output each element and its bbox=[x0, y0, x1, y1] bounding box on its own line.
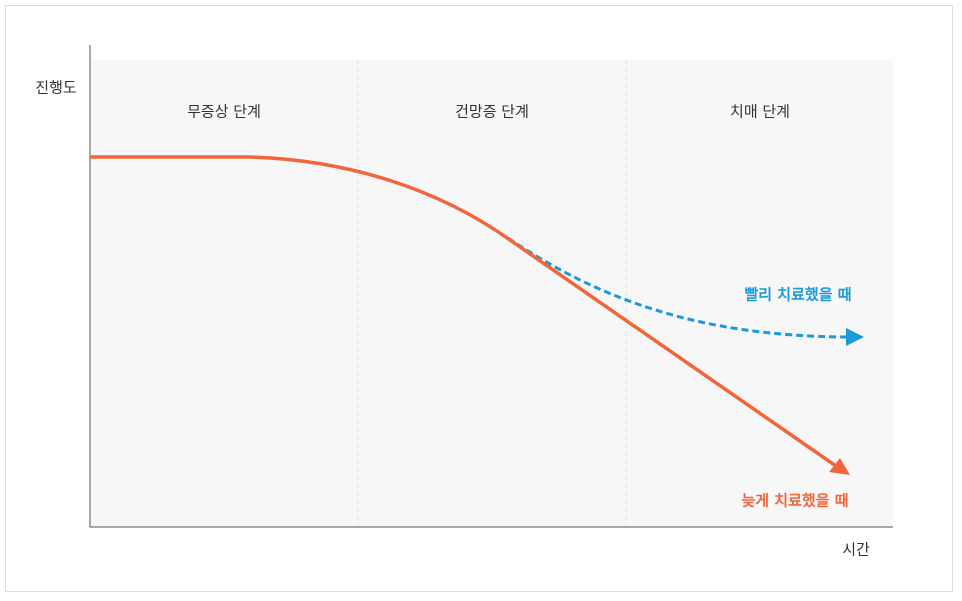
plot-background bbox=[90, 60, 893, 527]
curve-label: 늦게 치료했을 때 bbox=[741, 492, 848, 510]
arrow-head bbox=[846, 328, 864, 346]
y-axis-label: 진행도 bbox=[35, 79, 77, 97]
late-treatment-curve bbox=[90, 155, 837, 468]
stage-label: 건망증 단계 bbox=[455, 103, 529, 121]
stage-label: 무증상 단계 bbox=[187, 103, 261, 121]
curve-label: 빨리 치료했을 때 bbox=[744, 286, 851, 304]
early-treatment-curve bbox=[507, 236, 847, 339]
arrow-head bbox=[829, 458, 850, 475]
x-axis-label: 시간 bbox=[842, 541, 870, 559]
stage-label: 치매 단계 bbox=[730, 103, 790, 121]
